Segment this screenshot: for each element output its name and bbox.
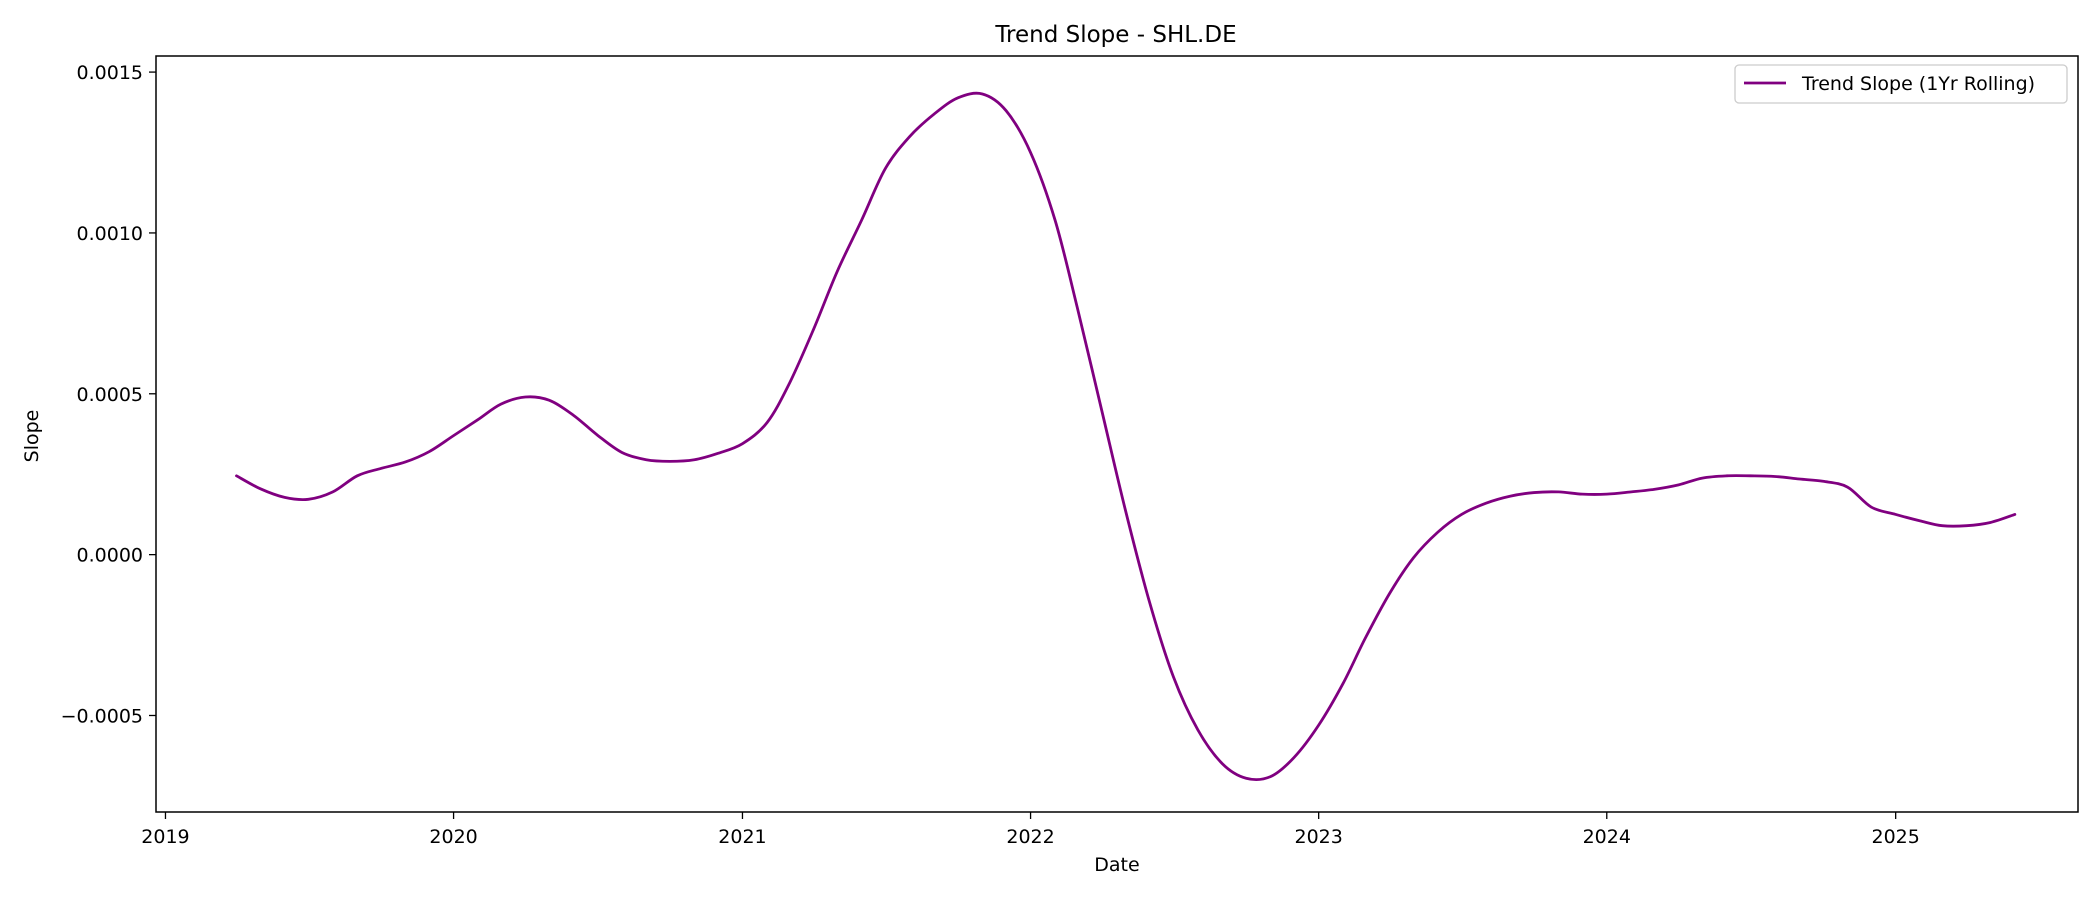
- y-tick-label: 0.0010: [77, 223, 143, 245]
- plot-area: [155, 55, 2079, 813]
- plot-frame: [155, 55, 2079, 813]
- x-tick-label: 2020: [429, 826, 477, 848]
- y-tick-label: −0.0005: [61, 705, 143, 727]
- y-tick-label: 0.0000: [77, 545, 143, 567]
- y-tick-label: 0.0005: [77, 384, 143, 406]
- legend-frame: [1734, 64, 2068, 104]
- x-tick-label: 2021: [718, 826, 766, 848]
- x-tick-label: 2023: [1294, 826, 1342, 848]
- chart-title: Trend Slope - SHL.DE: [994, 22, 1236, 48]
- y-axis: −0.0005 0.0000 0.0005 0.0010 0.0015: [61, 62, 156, 727]
- y-tick-label: 0.0015: [77, 62, 143, 84]
- x-tick-label: 2022: [1006, 826, 1054, 848]
- x-tick-label: 2024: [1583, 826, 1631, 848]
- x-axis-label: Date: [1094, 854, 1139, 876]
- x-axis: 2019 2020 2021 2022 2023 2024 2025: [141, 812, 1920, 848]
- x-tick-label: 2025: [1871, 826, 1919, 848]
- series-line-trend-slope: [235, 91, 2017, 781]
- y-axis-label: Slope: [21, 410, 43, 463]
- legend: Trend Slope (1Yr Rolling): [1734, 64, 2068, 104]
- x-tick-label: 2019: [141, 826, 189, 848]
- legend-series-label: Trend Slope (1Yr Rolling): [1801, 73, 2035, 95]
